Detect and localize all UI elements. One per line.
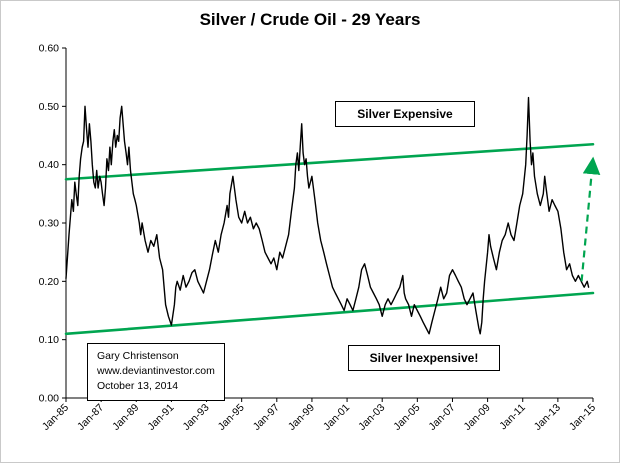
x-tick-label: Jan-07 — [426, 402, 457, 433]
credit-author: Gary Christenson — [97, 350, 179, 362]
ratio-line — [65, 96, 590, 335]
credit-url: www.deviantinvestor.com — [97, 365, 215, 378]
chart-title: Silver / Crude Oil - 29 Years — [199, 10, 421, 29]
x-tick-label: Jan-87 — [75, 402, 106, 433]
y-tick-label: 0.20 — [39, 276, 60, 288]
x-tick-label: Jan-03 — [356, 402, 387, 433]
x-tick-label: Jan-85 — [40, 402, 71, 433]
x-tick-label: Jan-13 — [532, 402, 563, 433]
x-tick-label: Jan-93 — [180, 402, 211, 433]
x-tick-label: Jan-09 — [462, 402, 493, 433]
x-tick-label: Jan-89 — [110, 402, 141, 433]
y-tick-label: 0.50 — [39, 101, 60, 113]
annotation-silver-expensive: Silver Expensive — [335, 101, 475, 127]
x-tick-label: Jan-99 — [286, 402, 317, 433]
x-tick-label: Jan-11 — [497, 402, 528, 433]
credit-box: Gary Christenson www.deviantinvestor.com… — [87, 343, 225, 401]
projection-arrow — [580, 156, 601, 282]
x-tick-label: Jan-01 — [321, 402, 352, 433]
y-tick-label: 0.10 — [39, 334, 60, 346]
x-tick-label: Jan-05 — [391, 402, 422, 433]
x-tick-label: Jan-95 — [216, 402, 247, 433]
y-tick-label: 0.40 — [39, 159, 60, 171]
x-tick-label: Jan-91 — [145, 402, 176, 433]
upper-trendline — [64, 142, 595, 181]
y-tick-label: 0.60 — [39, 43, 60, 55]
x-tick-label: Jan-97 — [251, 402, 282, 433]
y-tick-label: 0.00 — [39, 393, 60, 405]
lower-trendline — [64, 291, 595, 336]
y-tick-label: 0.30 — [39, 218, 60, 230]
credit-date: October 13, 2014 — [97, 380, 179, 393]
x-tick-label: Jan-15 — [567, 402, 598, 433]
annotation-silver-inexpensive: Silver Inexpensive! — [348, 345, 500, 371]
